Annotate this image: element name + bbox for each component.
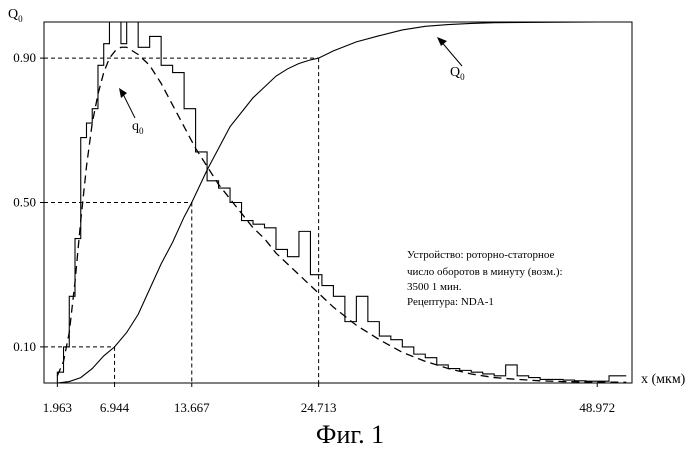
x-tick-label-4: 48.972 bbox=[579, 400, 615, 415]
x-tick-label-0: 1.963 bbox=[43, 400, 72, 415]
annotation-line-4: Рецептура: NDA-1 bbox=[407, 296, 494, 308]
y-axis-label: Q0 bbox=[8, 7, 23, 24]
Q0-label-arrowhead bbox=[437, 37, 447, 46]
q0-label-arrowhead bbox=[119, 88, 127, 98]
axis-ticks: 1.963 6.944 13.667 24.713 48.972 0.10 0.50 0.90 bbox=[13, 50, 615, 415]
y-tick-label-2: 0.90 bbox=[13, 50, 36, 65]
q0-label: q0 bbox=[132, 119, 144, 136]
annotation-line-2: число оборотов в минуту (возм.): bbox=[407, 266, 563, 278]
plot-frame bbox=[44, 22, 632, 383]
x-axis-label: x (мкм) bbox=[641, 372, 686, 387]
annotation-box: Устройство: роторно-статорное число обор… bbox=[407, 249, 563, 308]
x-tick-label-3: 24.713 bbox=[301, 400, 337, 415]
y-tick-label-1: 0.50 bbox=[13, 195, 36, 210]
series-q0-curve bbox=[57, 47, 626, 382]
Q0-label: Q0 bbox=[450, 65, 465, 82]
figure-caption: Фиг. 1 bbox=[0, 420, 700, 450]
series-label-q0: q0 bbox=[119, 88, 144, 136]
series-label-Q0: Q0 bbox=[437, 37, 465, 82]
annotation-line-3: 3500 1 мин. bbox=[407, 281, 462, 293]
x-tick-label-2: 13.667 bbox=[174, 400, 210, 415]
percentile-guides bbox=[44, 58, 319, 383]
y-tick-label-0: 0.10 bbox=[13, 339, 36, 354]
q0-label-arrow bbox=[122, 92, 135, 118]
x-tick-label-1: 6.944 bbox=[100, 400, 130, 415]
annotation-line-1: Устройство: роторно-статорное bbox=[407, 249, 554, 261]
